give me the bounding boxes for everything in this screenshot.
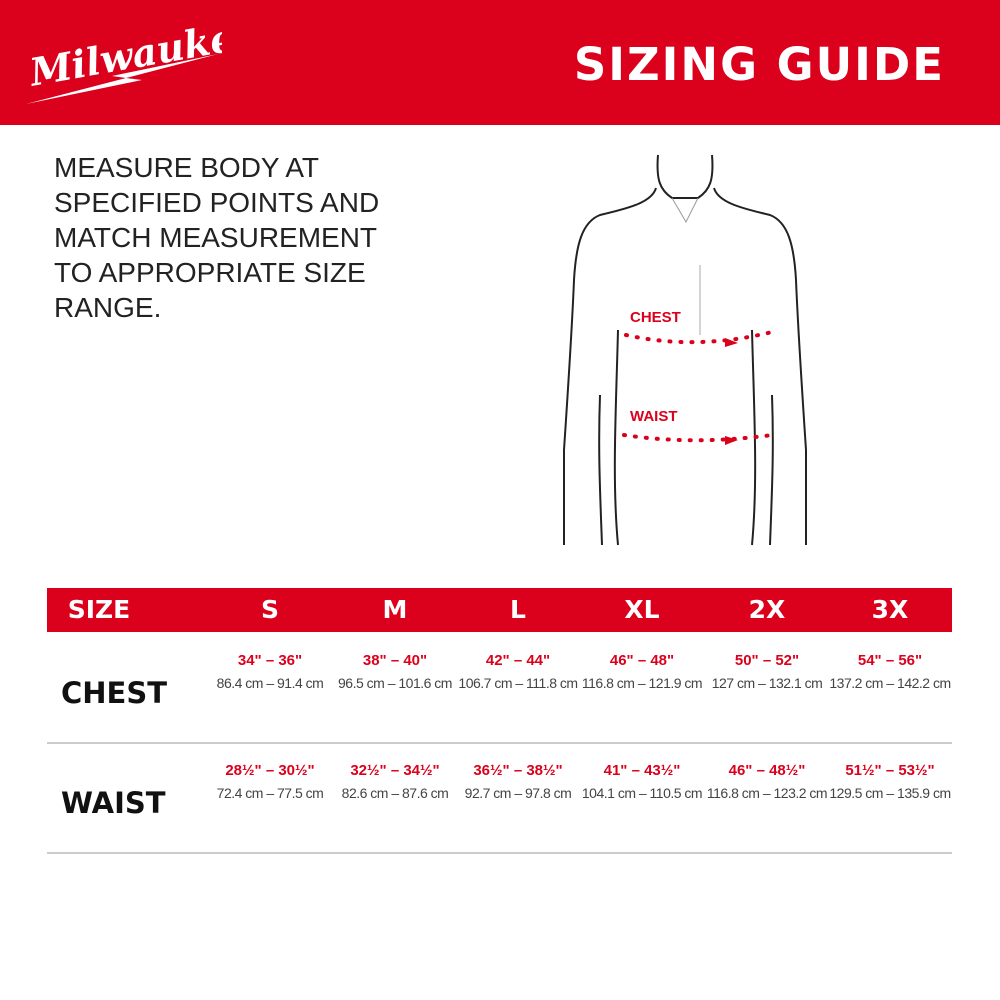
inches-range: 46" – 48" <box>609 652 675 669</box>
size-3x: 3X <box>871 595 909 624</box>
inches-range: 54" – 56" <box>857 652 923 669</box>
page-title: SIZING GUIDE <box>573 38 945 91</box>
size-xl: XL <box>624 595 660 624</box>
table-cell: 36½" – 38½" 92.7 cm – 97.8 cm <box>456 762 581 803</box>
cm-range: 86.4 cm – 91.4 cm <box>216 675 324 691</box>
cm-range: 92.7 cm – 97.8 cm <box>464 785 572 801</box>
table-cell: 46" – 48" 116.8 cm – 121.9 cm <box>580 652 705 693</box>
row-label: WAIST <box>61 786 166 820</box>
body-diagram: CHEST WAIST <box>563 154 807 546</box>
size-header: SIZE <box>67 595 131 624</box>
table-cell: 28½" – 30½" 72.4 cm – 77.5 cm <box>208 762 333 803</box>
inches-range: 42" – 44" <box>485 652 551 669</box>
inches-range: 51½" – 53½" <box>845 762 935 779</box>
table-cell: 34" – 36" 86.4 cm – 91.4 cm <box>208 652 333 693</box>
cm-range: 96.5 cm – 101.6 cm <box>338 675 452 691</box>
inches-range: 28½" – 30½" <box>225 762 315 779</box>
row-label: CHEST <box>61 676 168 710</box>
table-cell: 42" – 44" 106.7 cm – 111.8 cm <box>456 652 581 693</box>
size-s: S <box>260 595 280 624</box>
cm-range: 116.8 cm – 123.2 cm <box>706 785 828 801</box>
table-cell: 54" – 56" 137.2 cm – 142.2 cm <box>828 652 953 693</box>
cm-range: 129.5 cm – 135.9 cm <box>829 785 951 801</box>
cm-range: 137.2 cm – 142.2 cm <box>829 675 951 691</box>
cm-range: 72.4 cm – 77.5 cm <box>216 785 324 801</box>
table-row-waist: WAIST 28½" – 30½" 72.4 cm – 77.5 cm 32½" – … <box>47 750 952 854</box>
table-header: SIZE S M L XL 2X 3X <box>47 588 952 632</box>
cm-range: 104.1 cm – 110.5 cm <box>581 785 703 801</box>
table-cell: 50" – 52" 127 cm – 132.1 cm <box>705 652 830 693</box>
inches-range: 36½" – 38½" <box>473 762 563 779</box>
instructions-text: MEASURE BODY AT SPECIFIED POINTS AND MAT… <box>54 152 380 323</box>
header-banner: Milwaukee SIZING GUIDE <box>0 0 1000 125</box>
inches-range: 32½" – 34½" <box>350 762 440 779</box>
inches-range: 38" – 40" <box>362 652 428 669</box>
cm-range: 106.7 cm – 111.8 cm <box>458 675 578 691</box>
size-l: L <box>510 595 526 624</box>
cm-range: 116.8 cm – 121.9 cm <box>581 675 703 691</box>
cm-range: 82.6 cm – 87.6 cm <box>341 785 449 801</box>
table-row-chest: CHEST 34" – 36" 86.4 cm – 91.4 cm 38" – 40"… <box>47 640 952 744</box>
table-cell: 46" – 48½" 116.8 cm – 123.2 cm <box>705 762 830 803</box>
inches-range: 50" – 52" <box>734 652 800 669</box>
inches-range: 46" – 48½" <box>728 762 806 779</box>
chest-label: CHEST <box>630 309 681 326</box>
sizing-table: SIZE S M L XL 2X 3X CHEST 34" – 36" 86.4 c… <box>47 588 952 854</box>
table-cell: 41" – 43½" 104.1 cm – 110.5 cm <box>580 762 705 803</box>
table-cell: 32½" – 34½" 82.6 cm – 87.6 cm <box>333 762 458 803</box>
inches-range: 41" – 43½" <box>603 762 681 779</box>
waist-label: WAIST <box>630 408 678 425</box>
table-cell: 51½" – 53½" 129.5 cm – 135.9 cm <box>828 762 953 803</box>
milwaukee-logo: Milwaukee <box>24 18 222 104</box>
inches-range: 34" – 36" <box>237 652 303 669</box>
cm-range: 127 cm – 132.1 cm <box>711 675 823 691</box>
size-2x: 2X <box>748 595 786 624</box>
size-m: M <box>382 595 408 624</box>
table-cell: 38" – 40" 96.5 cm – 101.6 cm <box>333 652 458 693</box>
